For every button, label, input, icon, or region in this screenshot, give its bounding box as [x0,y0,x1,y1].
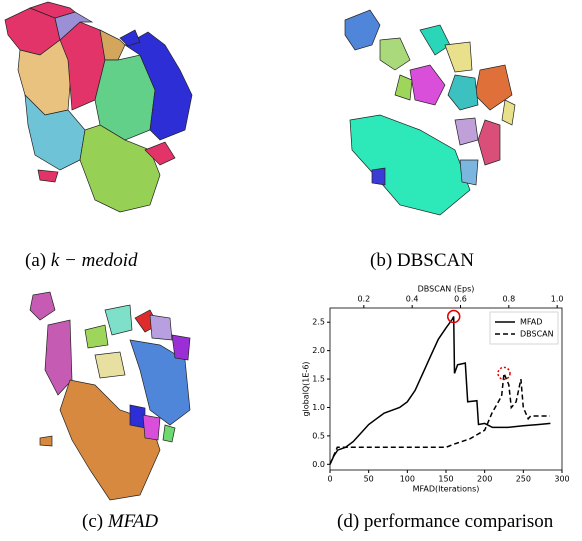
legend-label: DBSCAN [520,330,554,339]
map-mfad [30,292,190,500]
x2-tick-label: 1.0 [551,295,564,304]
y-axis-label: globalQ(1E-6) [302,361,311,416]
x-tick-label: 50 [364,475,374,484]
caption-b: (b) DBSCAN [370,250,474,271]
y-tick-label: 2.0 [312,346,325,355]
legend-label: MFAD [520,318,542,327]
caption-text: k − medoid [51,250,138,271]
x2-axis-label: DBSCAN (Eps) [418,285,475,294]
y-tick-label: 2.5 [312,318,325,327]
caption-label: (c) [82,511,103,532]
x-axis-label: MFAD(Iterations) [413,485,480,494]
y-tick-label: 1.0 [312,403,325,412]
map-k-medoid [5,2,192,212]
x-tick-label: 200 [477,475,492,484]
x-tick-label: 300 [554,475,569,484]
caption-label: (a) [25,250,46,271]
x2-tick-label: 0.4 [406,295,419,304]
map-dbscan [345,10,515,215]
caption-d: (d) performance comparison [337,511,554,532]
y-tick-label: 0.5 [312,431,325,440]
caption-c: (c) MFAD [82,511,158,532]
caption-label: (b) [370,250,392,271]
caption-text: DBSCAN [397,250,474,271]
caption-text: MFAD [107,511,159,532]
data-line [330,373,550,464]
y-tick-label: 1.5 [312,375,325,384]
x-tick-label: 150 [438,475,453,484]
chart: 0 50 100 150 200 250 300 0.2 0.4 0.6 0.8 1.0 0.0 0.5 1… [302,285,570,494]
figure-canvas: (a) k − medoid (b) DBSCAN (c) MFAD (d) p… [0,0,582,541]
x2-tick-label: 0.2 [357,295,370,304]
x2-tick-label: 0.6 [454,295,467,304]
caption-label: (d) [337,511,359,532]
caption-a: (a) k − medoid [25,250,138,271]
x-tick-label: 0 [327,475,332,484]
y-tick-label: 0.0 [312,460,325,469]
caption-text: performance comparison [364,511,554,532]
figure: (a) k − medoid (b) DBSCAN (c) MFAD (d) p… [0,0,582,541]
x-tick-label: 100 [400,475,415,484]
x2-tick-label: 0.8 [502,295,515,304]
x-tick-label: 250 [516,475,531,484]
